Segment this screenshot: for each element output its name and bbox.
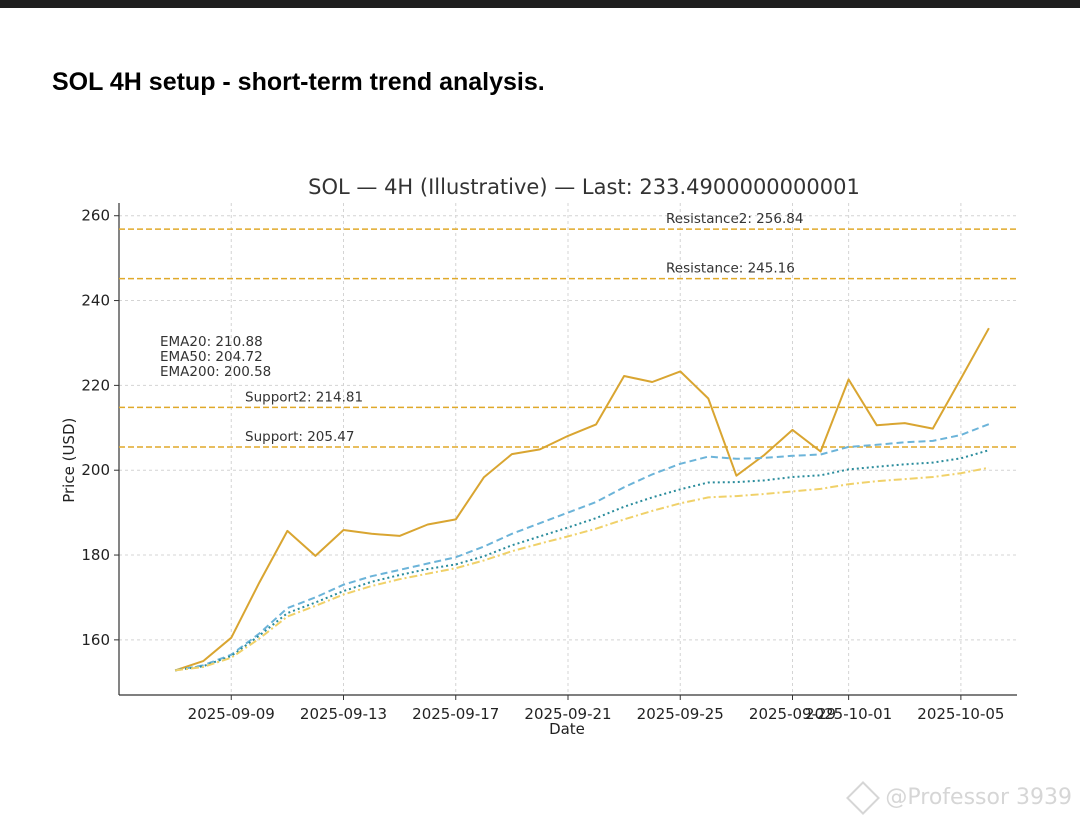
x-tick-label: 2025-09-29 xyxy=(749,705,836,723)
ema-annotation: EMA50: 204.72 xyxy=(160,349,263,365)
x-tick-label: 2025-10-01 xyxy=(805,705,892,723)
x-tick-label: 2025-09-13 xyxy=(300,705,387,723)
x-tick-label: 2025-09-09 xyxy=(188,705,275,723)
y-axis-label: Price (USD) xyxy=(60,418,78,503)
y-tick-label: 240 xyxy=(81,292,110,310)
x-tick-label: 2025-09-17 xyxy=(412,705,499,723)
y-tick-label: 180 xyxy=(81,546,110,564)
y-tick-label: 220 xyxy=(81,376,110,394)
level-label: Resistance: 245.16 xyxy=(666,261,795,277)
y-tick-label: 160 xyxy=(81,631,110,649)
post-title: SOL 4H setup - short-term trend analysis… xyxy=(52,68,545,96)
series-line-ema20 xyxy=(174,423,990,672)
x-axis-label: Date xyxy=(549,720,585,738)
watermark: @Professor 3939 xyxy=(846,780,1072,815)
x-tick-label: 2025-10-05 xyxy=(917,705,1004,723)
series-line-ema200 xyxy=(174,466,990,672)
level-label: Support2: 214.81 xyxy=(245,389,363,405)
level-label: Resistance2: 256.84 xyxy=(666,211,803,227)
x-tick-label: 2025-09-21 xyxy=(524,705,611,723)
price-chart: SOL — 4H (Illustrative) — Last: 233.4900… xyxy=(60,175,1017,738)
logo-icon xyxy=(846,780,881,815)
top-bar xyxy=(0,0,1080,8)
y-tick-label: 260 xyxy=(81,207,110,225)
watermark-text: @Professor 3939 xyxy=(885,785,1072,810)
y-tick-label: 200 xyxy=(81,461,110,479)
level-label: Support: 205.47 xyxy=(245,429,354,445)
chart-title: SOL — 4H (Illustrative) — Last: 233.4900… xyxy=(308,175,860,199)
series-line-price xyxy=(174,327,990,672)
series-line-ema50 xyxy=(174,449,990,672)
ema-annotation: EMA20: 210.88 xyxy=(160,334,263,350)
x-tick-label: 2025-09-25 xyxy=(637,705,724,723)
ema-annotation: EMA200: 200.58 xyxy=(160,364,271,380)
